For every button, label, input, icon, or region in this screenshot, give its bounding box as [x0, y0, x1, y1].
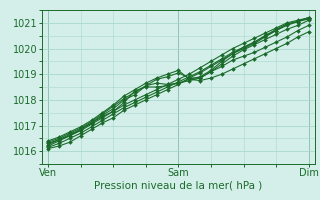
X-axis label: Pression niveau de la mer( hPa ): Pression niveau de la mer( hPa ) [94, 181, 262, 191]
